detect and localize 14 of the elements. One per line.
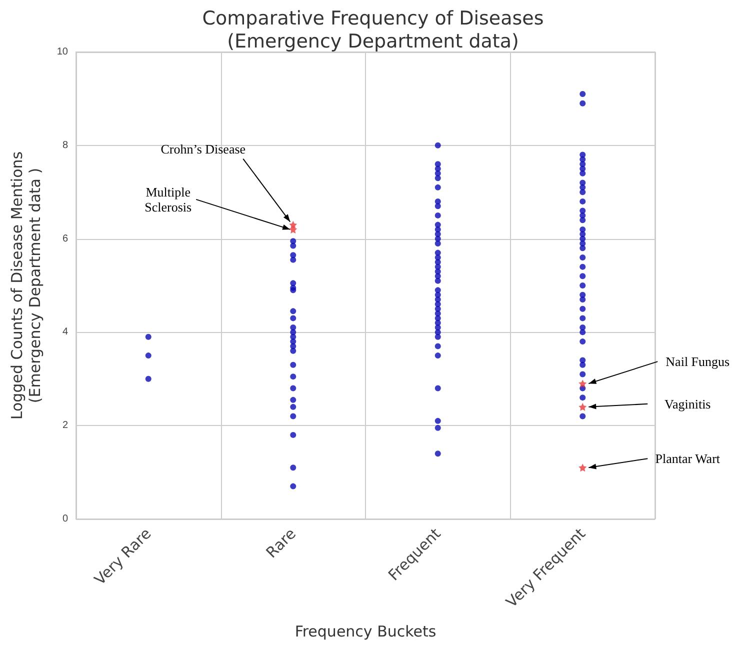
y-tick-label: 10 <box>56 46 68 58</box>
y-tick-label: 6 <box>62 233 68 244</box>
y-tick-label: 8 <box>62 140 68 151</box>
y-tick-label: 4 <box>62 326 68 338</box>
annotation: Crohn’s Disease <box>160 141 246 156</box>
x-axis-title: Frequency Buckets <box>294 622 436 640</box>
y-tick-label: 2 <box>62 420 68 432</box>
annotation: Multiple Sclerosis <box>144 184 192 214</box>
annotation: Vaginitis <box>664 396 711 412</box>
annotation: Nail Fungus <box>666 354 730 370</box>
chart-title: Comparative Frequency of Diseases (Emergency Department data) <box>202 8 544 52</box>
annotation: Plantar Wart <box>655 451 720 466</box>
y-axis-title: Logged Counts of Disease Mentions (Emergency Department data ) <box>8 151 44 420</box>
y-tick-label: 0 <box>62 514 68 524</box>
